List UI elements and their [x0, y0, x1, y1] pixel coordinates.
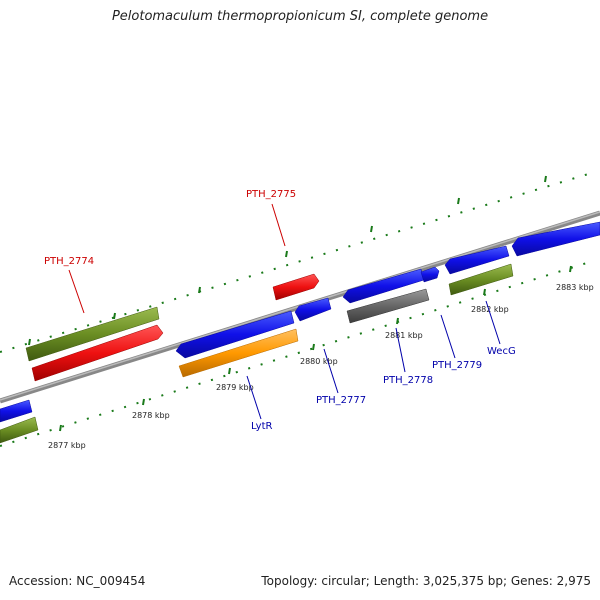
gene-pth2777-feature[interactable]: [294, 297, 332, 322]
gene-lytr-neighbor-feature[interactable]: [175, 310, 295, 359]
scale-label-2878: 2878 kbp: [132, 411, 170, 420]
gene-label-pth2777[interactable]: PTH_2777: [316, 395, 366, 406]
gene-pth2778-gray-feature[interactable]: [346, 288, 430, 324]
gene-label-pth2774[interactable]: PTH_2774: [44, 256, 94, 267]
map-title: Pelotomaculum thermopropionicum SI, comp…: [111, 9, 489, 24]
accession-text: Accession: NC_009454: [9, 574, 146, 588]
scale-label-2881: 2881 kbp: [385, 331, 423, 340]
gene-label-pth2779[interactable]: PTH_2779: [432, 360, 482, 371]
pth2779-leader-line: [440, 314, 456, 359]
pth2777-leader-line: [323, 348, 339, 394]
gene-lytr-feature[interactable]: [178, 328, 299, 378]
pth2778-leader-line: [395, 327, 406, 373]
scale-label-2877: 2877 kbp: [48, 441, 86, 450]
wecg-leader-line: [485, 300, 501, 345]
lytr-leader-line: [246, 375, 262, 420]
scale-label-2879: 2879 kbp: [216, 383, 254, 392]
gene-green-left-edge[interactable]: [0, 416, 39, 444]
gene-label-pth2778[interactable]: PTH_2778: [383, 375, 433, 386]
scale-label-2880: 2880 kbp: [300, 357, 338, 366]
scale-label-2882: 2882 kbp: [471, 305, 509, 314]
upper-major-ticks: [28, 175, 547, 346]
gene-label-wecg[interactable]: WecG: [487, 346, 516, 357]
pth2775-leader-line: [271, 203, 286, 247]
gene-label-pth2775[interactable]: PTH_2775: [246, 189, 296, 200]
gene-right-edge-feature[interactable]: [511, 221, 600, 257]
gene-pth2775-feature[interactable]: [272, 273, 320, 301]
gene-pth2774-feature[interactable]: [25, 306, 160, 362]
lower-major-ticks: [59, 265, 572, 432]
pth2774-leader-line: [68, 269, 85, 314]
gene-blue-left-edge[interactable]: [0, 399, 33, 423]
gene-wecg-neighbor-feature[interactable]: [444, 245, 510, 275]
gene-pth2774-red-feature[interactable]: [31, 324, 164, 382]
gene-wecg-feature[interactable]: [448, 263, 514, 296]
gene-pth2779-feature[interactable]: [420, 266, 440, 283]
genome-summary-text: Topology: circular; Length: 3,025,375 bp…: [261, 574, 591, 588]
gene-label-lytr[interactable]: LytR: [251, 421, 272, 432]
scale-label-2883: 2883 kbp: [556, 283, 594, 292]
